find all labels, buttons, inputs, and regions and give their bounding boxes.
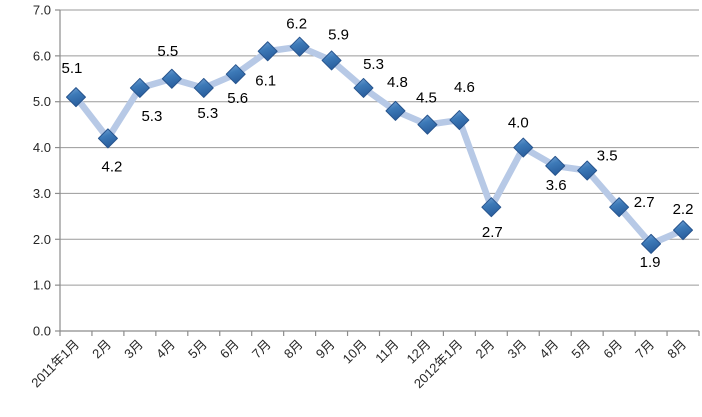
data-point-marker [641,233,662,254]
data-point-marker [513,137,534,158]
data-point-marker [161,68,182,89]
data-point-marker [673,220,694,241]
data-label: 5.3 [363,56,384,73]
data-label: 5.5 [157,43,178,60]
data-label: 2.7 [482,224,503,241]
data-label: 3.5 [597,148,618,165]
data-label: 2.2 [673,201,694,218]
data-label: 5.9 [328,26,349,43]
data-label: 4.0 [508,115,529,132]
data-label: 2.7 [634,194,655,211]
y-tick-label: 3.0 [33,186,51,201]
data-label: 5.3 [141,108,162,125]
data-point-marker [225,64,246,85]
y-tick-label: 4.0 [33,140,51,155]
data-label: 4.6 [454,79,475,96]
y-tick-label: 2.0 [33,232,51,247]
data-label: 4.2 [101,158,122,175]
data-label: 6.2 [286,16,307,33]
data-point-marker [577,160,598,181]
data-label: 5.6 [227,90,248,107]
y-tick-label: 6.0 [33,48,51,63]
y-tick-label: 5.0 [33,94,51,109]
data-point-marker [65,87,86,108]
data-point-marker [385,100,406,121]
data-point-marker [417,114,438,135]
data-point-marker [97,128,118,149]
data-label: 4.5 [416,90,437,107]
data-label: 5.3 [197,105,218,122]
data-point-marker [609,197,630,218]
data-label: 1.9 [640,254,661,271]
data-point-marker [321,50,342,71]
y-tick-label: 1.0 [33,278,51,293]
data-label: 5.1 [62,60,83,77]
data-label: 6.1 [255,72,276,89]
y-tick-label: 0.0 [33,324,51,339]
data-point-marker [193,77,214,98]
data-point-marker [257,41,278,62]
data-label: 3.6 [546,177,567,194]
data-point-marker [449,110,470,131]
data-point-marker [481,197,502,218]
data-point-marker [545,155,566,176]
data-label: 4.8 [387,74,408,91]
data-point-marker [129,77,150,98]
data-point-marker [289,36,310,57]
y-tick-label: 7.0 [33,3,51,18]
data-point-marker [353,77,374,98]
